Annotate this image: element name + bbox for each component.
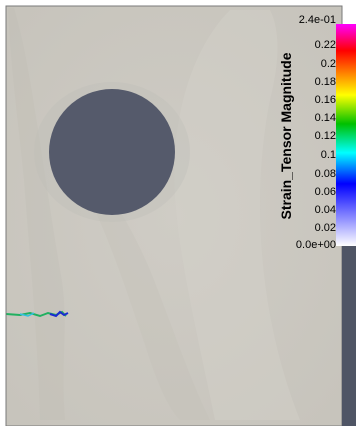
- legend-tick: 0.12: [314, 130, 336, 142]
- strain-streak-blue: [49, 310, 69, 318]
- legend-tick: 0.1: [320, 149, 336, 161]
- flow-shade-right: [174, 10, 300, 420]
- right-edge-panel: [342, 246, 356, 426]
- legend-tick: 0.16: [314, 94, 336, 106]
- domain-background: [6, 6, 342, 426]
- color-legend-bar: [336, 24, 356, 246]
- strain-streak-cyan: [19, 312, 35, 317]
- legend-tick: 0.18: [314, 76, 336, 88]
- legend-tick: 0.2: [320, 58, 336, 70]
- flow-shade-wake: [90, 195, 210, 420]
- legend-tick: 2.4e-01: [298, 14, 336, 26]
- legend-tick: 0.08: [314, 168, 336, 180]
- legend-tick: 0.0e+00: [295, 239, 336, 251]
- obstacle-circle: [49, 89, 175, 215]
- legend-tick: 0.06: [314, 186, 336, 198]
- legend-tick: 0.04: [314, 204, 336, 216]
- legend-tick: 0.14: [314, 112, 336, 124]
- legend-tick: 0.22: [314, 39, 336, 51]
- flow-shade-left: [8, 8, 65, 420]
- legend-tick: 0.02: [314, 222, 336, 234]
